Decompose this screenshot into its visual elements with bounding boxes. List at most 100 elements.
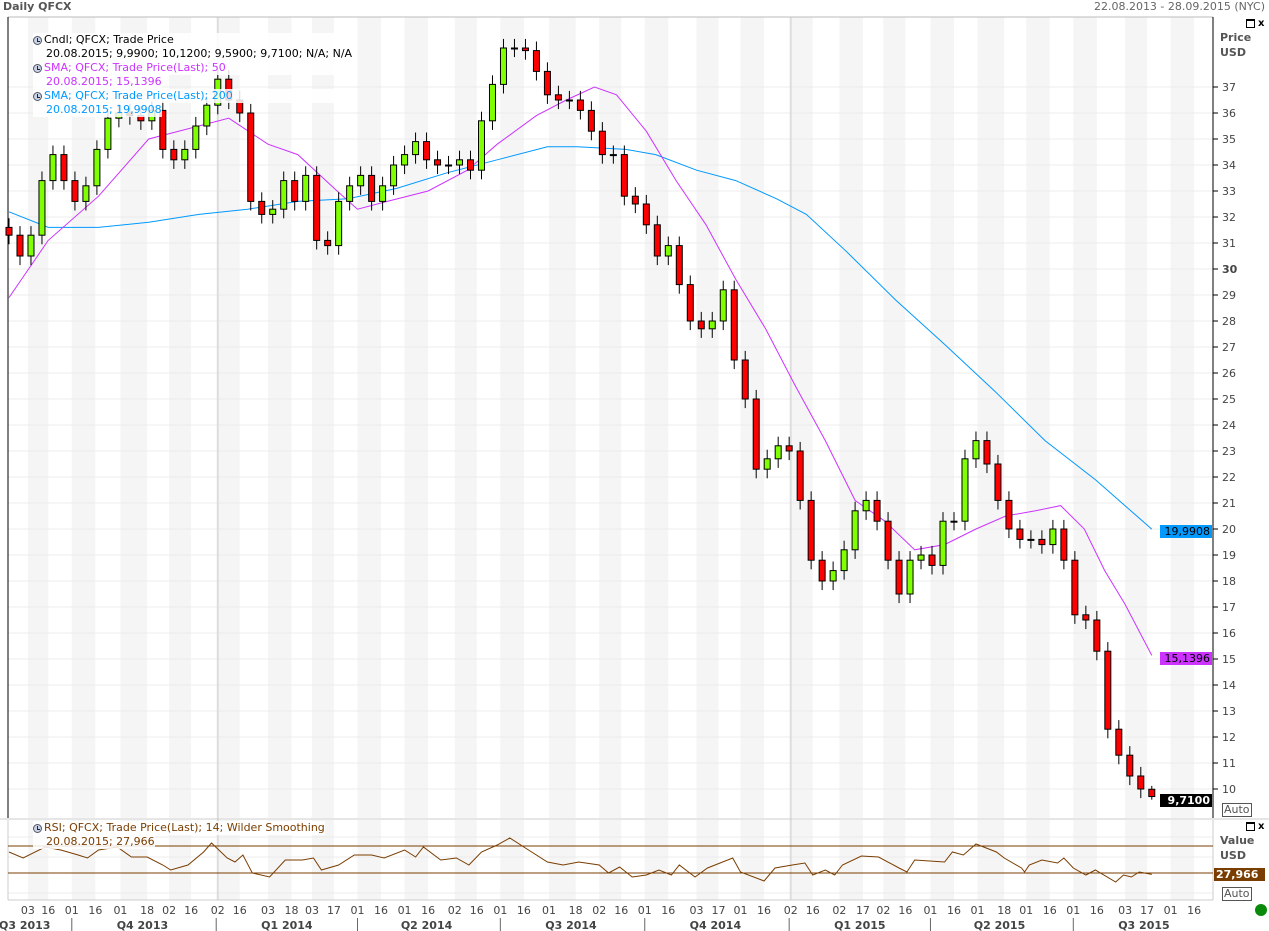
x-tick-label: 16: [184, 904, 198, 917]
candle: [335, 200, 343, 247]
candle: [313, 174, 321, 241]
time-band: [740, 820, 765, 900]
clock-icon: [33, 35, 42, 45]
candle: [532, 50, 540, 72]
candle: [862, 499, 870, 512]
price-tick-label: 22: [1222, 471, 1236, 484]
legend-rsi[interactable]: RSI; QFCX; Trade Price(Last); 14; Wilder…: [33, 821, 325, 835]
x-tick-label: 16: [1187, 904, 1201, 917]
candle: [873, 499, 881, 522]
candle: [598, 130, 606, 156]
legend-candle[interactable]: Cndl; QFCX; Trade Price: [33, 33, 353, 47]
x-tick-label: 18: [569, 904, 583, 917]
time-band: [883, 820, 906, 900]
x-tick-label: 01: [1066, 904, 1080, 917]
candle: [906, 559, 914, 595]
price-tick-label: 20: [1222, 523, 1236, 536]
x-tick-label: 16: [947, 904, 961, 917]
time-band: [217, 17, 240, 818]
price-auto-scale-button[interactable]: Auto: [1222, 803, 1252, 817]
candle: [1005, 499, 1013, 530]
chart-legend: Cndl; QFCX; Trade Price 20.08.2015; 9,99…: [33, 33, 353, 117]
close-icon[interactable]: x: [1258, 18, 1265, 29]
x-tick-label: 01: [638, 904, 652, 917]
clock-icon: [33, 63, 42, 73]
quarter-label: Q3 2013: [0, 919, 50, 931]
candle: [829, 570, 837, 582]
candle: [554, 94, 562, 101]
x-tick-label: 01: [923, 904, 937, 917]
legend-label: SMA; QFCX; Trade Price(Last); 50: [44, 61, 226, 74]
price-tick-label: 10: [1222, 783, 1236, 796]
price-tick-label: 30: [1222, 263, 1238, 276]
time-band: [500, 17, 524, 818]
candle: [972, 440, 980, 460]
maximize-icon[interactable]: [1246, 821, 1255, 831]
quarter-label: Q1 2015: [834, 919, 885, 931]
candle: [708, 320, 716, 330]
clock-icon: [33, 91, 42, 101]
candle: [807, 499, 815, 561]
x-tick-label: 03: [21, 904, 35, 917]
time-band: [644, 17, 669, 818]
rsi-axis-title: Value: [1220, 834, 1255, 847]
time-band: [1073, 17, 1097, 818]
price-tick-label: 25: [1222, 393, 1236, 406]
time-band: [311, 820, 334, 900]
candle: [93, 148, 101, 187]
legend-values: 20.08.2015; 15,1396: [33, 75, 162, 89]
time-band: [454, 820, 477, 900]
time-band: [839, 17, 863, 818]
time-band: [1125, 820, 1148, 900]
quarter-label: Q1 2014: [261, 919, 313, 931]
price-tick-label: 33: [1222, 185, 1236, 198]
close-icon[interactable]: x: [1258, 821, 1265, 832]
price-tick-label: 24: [1222, 419, 1236, 432]
candle: [104, 117, 112, 150]
candle: [192, 125, 200, 150]
price-tick-label: 13: [1222, 705, 1236, 718]
price-tick-label: 28: [1222, 315, 1236, 328]
price-tick-label: 32: [1222, 211, 1236, 224]
chart-title: Daily QFCX: [3, 0, 72, 13]
time-band: [357, 17, 382, 818]
time-band: [268, 17, 292, 818]
rsi-auto-scale-button[interactable]: Auto: [1222, 887, 1252, 901]
legend-sma50[interactable]: SMA; QFCX; Trade Price(Last); 50: [33, 61, 353, 75]
time-band: [740, 17, 765, 818]
candle: [1093, 619, 1101, 652]
candle: [785, 445, 793, 452]
candle: [159, 109, 167, 150]
x-tick-label: 17: [712, 904, 726, 917]
last-price-label: 9,7100: [1160, 794, 1212, 807]
time-band: [977, 17, 1005, 818]
candle: [467, 159, 475, 171]
candle: [401, 154, 409, 166]
legend-values: 20.08.2015; 27,966: [33, 835, 155, 849]
candle: [247, 112, 255, 202]
x-tick-label: 17: [1140, 904, 1154, 917]
price-tick-label: 26: [1222, 367, 1236, 380]
x-tick-label: 02: [832, 904, 846, 917]
x-tick-label: 02: [448, 904, 462, 917]
maximize-icon[interactable]: [1246, 18, 1255, 28]
x-tick-label: 02: [876, 904, 890, 917]
quarter-label: Q2 2015: [974, 919, 1025, 931]
candle: [664, 245, 672, 257]
x-tick-label: 01: [113, 904, 127, 917]
candle: [576, 99, 584, 111]
candle: [499, 47, 507, 85]
candle: [730, 289, 738, 361]
candle: [71, 180, 79, 202]
x-tick-label: 16: [614, 904, 628, 917]
legend-sma200[interactable]: SMA; QFCX; Trade Price(Last); 200: [33, 89, 353, 103]
candle: [16, 234, 24, 257]
x-tick-label: 16: [757, 904, 771, 917]
x-tick-label: 02: [784, 904, 798, 917]
candle: [434, 159, 442, 166]
time-band: [790, 820, 813, 900]
x-tick-label: 16: [374, 904, 388, 917]
candle: [609, 154, 617, 157]
price-tick-label: 11: [1222, 757, 1236, 770]
